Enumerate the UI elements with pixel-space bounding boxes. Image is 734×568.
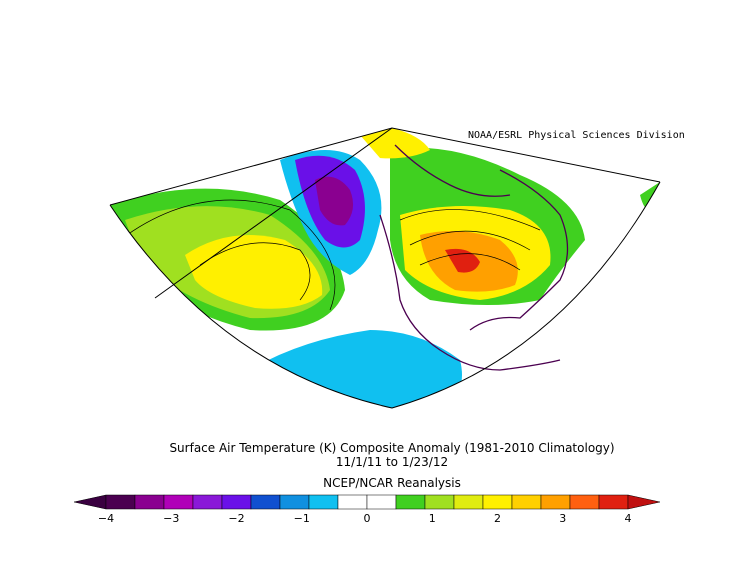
colorbar-tick-label: 0 bbox=[364, 512, 371, 525]
colorbar-tick-label: −2 bbox=[228, 512, 244, 525]
colorbar-swatch bbox=[569, 494, 600, 510]
alaska-purple-region bbox=[315, 176, 354, 226]
data-source: NCEP/NCAR Reanalysis bbox=[323, 476, 461, 490]
colorbar-swatch bbox=[250, 494, 281, 510]
colorbar-swatch bbox=[192, 494, 223, 510]
colorbar-swatch bbox=[366, 494, 397, 510]
colorbar-high-arrow bbox=[627, 494, 661, 510]
colorbar-swatch bbox=[453, 494, 484, 510]
colorbar-swatch bbox=[134, 494, 165, 510]
date-range: 11/1/11 to 1/23/12 bbox=[335, 455, 449, 469]
colorbar-swatch bbox=[308, 494, 339, 510]
credit-text: NOAA/ESRL Physical Sciences Division bbox=[468, 130, 685, 141]
map-contours bbox=[119, 199, 541, 311]
colorbar-swatch bbox=[424, 494, 455, 510]
colorbar-tick-label: 2 bbox=[494, 512, 501, 525]
colorbar-swatch bbox=[511, 494, 542, 510]
colorbar-swatch bbox=[482, 494, 513, 510]
colorbar-low-arrow bbox=[73, 494, 107, 510]
colorbar-swatch bbox=[279, 494, 310, 510]
colorbar-tick-label: 3 bbox=[559, 512, 566, 525]
colorbar-swatch bbox=[221, 494, 252, 510]
colorbar-swatch bbox=[395, 494, 426, 510]
colorbar-swatch bbox=[540, 494, 571, 510]
greenland-yellow-region bbox=[360, 128, 430, 159]
colorbar-swatch bbox=[105, 494, 136, 510]
colorbar-tick-label: 4 bbox=[625, 512, 632, 525]
colorbar-swatch bbox=[598, 494, 629, 510]
map-title: Surface Air Temperature (K) Composite An… bbox=[169, 441, 615, 455]
map-boundary bbox=[109, 127, 661, 409]
colorbar-tick-label: −1 bbox=[294, 512, 310, 525]
colorbar-tick-label: −3 bbox=[163, 512, 179, 525]
colorbar-tick-label: −4 bbox=[98, 512, 114, 525]
colorbar-swatch bbox=[337, 494, 368, 510]
colorbar-swatch bbox=[163, 494, 194, 510]
coastlines bbox=[379, 144, 569, 371]
colorbar-tick-label: 1 bbox=[429, 512, 436, 525]
